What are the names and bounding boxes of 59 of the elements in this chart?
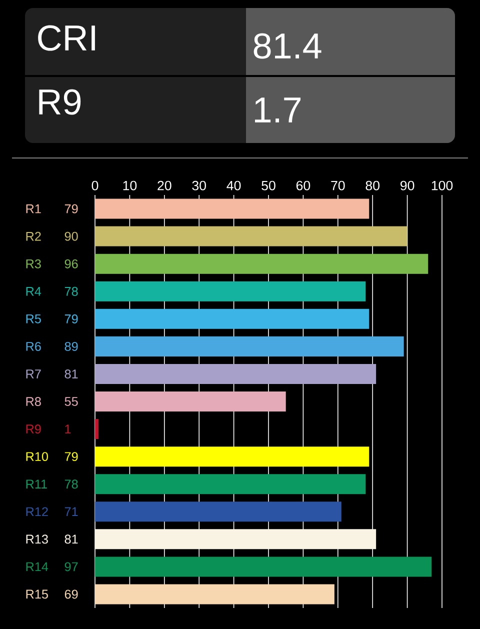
bar: [95, 254, 428, 274]
y-tick-label: R9: [26, 424, 41, 434]
bar: [95, 226, 408, 246]
x-tick-label: 0: [92, 180, 98, 190]
y-tick-label: R5: [26, 314, 41, 324]
data-label: 71: [64, 507, 78, 516]
data-label: 96: [64, 259, 78, 268]
data-label: 79: [64, 204, 78, 214]
y-tick-label: R2: [26, 232, 41, 241]
bar: [95, 502, 342, 522]
bar: [95, 474, 366, 494]
data-label: 69: [64, 590, 78, 599]
bar: [95, 556, 432, 577]
bar: [95, 446, 370, 467]
x-tick-label: 100: [432, 180, 453, 190]
y-tick-label: R8: [26, 397, 41, 406]
x-tick-label: 30: [192, 180, 206, 190]
x-tick-label: 60: [296, 180, 310, 190]
bar: [95, 364, 376, 384]
y-tick-label: R7: [26, 370, 41, 378]
y-tick-label: R12: [26, 507, 48, 516]
bar: [95, 419, 98, 440]
x-tick-label: 50: [262, 180, 276, 190]
data-label: 90: [64, 232, 78, 241]
x-tick-label: 80: [366, 180, 380, 190]
x-tick-label: 40: [226, 180, 241, 190]
y-tick-label: R11: [26, 480, 47, 488]
y-tick-label: R15: [26, 590, 48, 599]
text: 1.7: [255, 98, 301, 122]
y-tick-label: R1: [26, 204, 41, 214]
text: CRI: [38, 25, 95, 51]
x-tick-label: 10: [123, 180, 137, 190]
y-tick-label: R4: [26, 287, 42, 296]
y-tick-label: R14: [26, 562, 48, 572]
x-tick-label: 20: [158, 180, 172, 190]
data-label: 78: [64, 480, 78, 489]
data-label: 97: [64, 562, 78, 572]
bar: [95, 308, 370, 329]
data-label: 89: [64, 342, 78, 351]
data-label: 79: [64, 314, 78, 324]
x-tick-label: 90: [400, 180, 414, 190]
y-tick-label: R3: [26, 259, 41, 268]
text: 81.4: [254, 33, 322, 59]
y-tick-label: R10: [26, 452, 48, 462]
data-label: 81: [64, 534, 78, 544]
bar: [95, 281, 366, 302]
data-label: 79: [64, 452, 78, 462]
bar: [95, 584, 334, 604]
data-label: 78: [64, 286, 78, 296]
bar: [95, 336, 404, 356]
y-tick-label: R13: [26, 534, 48, 544]
bar: [95, 529, 376, 550]
bar: [95, 392, 286, 412]
data-label: 1: [65, 424, 71, 434]
data-label: 55: [64, 397, 78, 406]
data-label: 81: [64, 369, 78, 378]
x-tick-label: 70: [331, 180, 345, 190]
bar: [95, 198, 370, 219]
y-tick-label: R6: [26, 342, 41, 351]
